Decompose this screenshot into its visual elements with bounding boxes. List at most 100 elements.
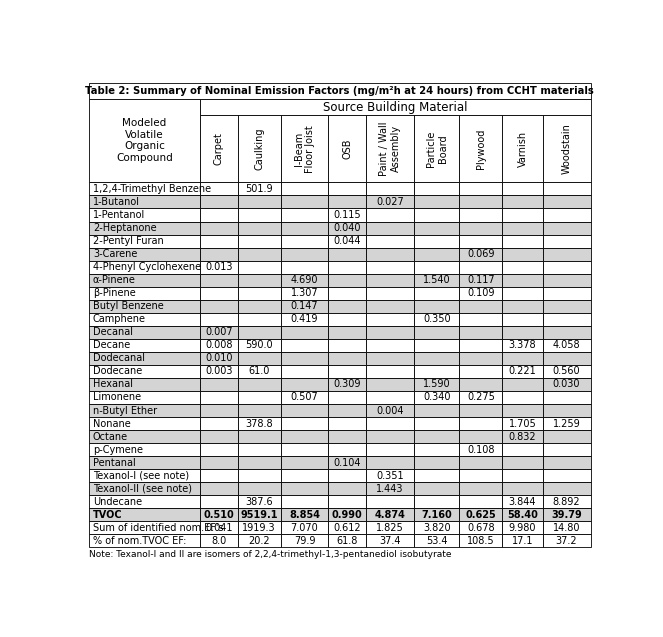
Text: 0.115: 0.115 [333, 210, 361, 220]
Bar [328, 469, 366, 482]
Bar [542, 182, 591, 196]
Bar [459, 404, 503, 417]
Text: Limonene: Limonene [93, 392, 141, 403]
Text: Table 2: Summary of Nominal Emission Factors (mg/m²h at 24 hours) from CCHT mate: Table 2: Summary of Nominal Emission Fac… [86, 86, 594, 96]
Text: Modeled
Volatile
Organic
Compound: Modeled Volatile Organic Compound [116, 118, 173, 163]
Bar [89, 378, 200, 391]
Bar [503, 234, 542, 248]
Bar [280, 508, 328, 521]
Text: Dodecane: Dodecane [93, 366, 142, 376]
Bar [414, 222, 459, 234]
Bar [459, 182, 503, 196]
Bar [89, 521, 200, 534]
Text: 8.854: 8.854 [289, 510, 320, 520]
Text: 1.540: 1.540 [423, 275, 451, 285]
Bar [414, 352, 459, 365]
Bar [459, 443, 503, 456]
Bar [542, 404, 591, 417]
Bar [328, 248, 366, 261]
Bar [89, 508, 200, 521]
Bar [459, 196, 503, 208]
Bar [280, 313, 328, 326]
Bar [328, 495, 366, 508]
Text: 1,2,4-Trimethyl Benzene: 1,2,4-Trimethyl Benzene [93, 184, 211, 194]
Bar [89, 365, 200, 378]
Bar [459, 339, 503, 352]
Bar [366, 274, 414, 287]
Text: 0.109: 0.109 [467, 288, 495, 298]
Text: 58.40: 58.40 [507, 510, 538, 520]
Bar [280, 534, 328, 547]
Bar [200, 115, 238, 182]
Bar [200, 391, 238, 404]
Text: 0.340: 0.340 [423, 392, 451, 403]
Bar [238, 430, 280, 443]
Text: 1919.3: 1919.3 [243, 523, 276, 533]
Bar [238, 339, 280, 352]
Bar [238, 208, 280, 222]
Text: 8.0: 8.0 [211, 536, 227, 546]
Bar [280, 208, 328, 222]
Bar [366, 365, 414, 378]
Text: p-Cymene: p-Cymene [93, 445, 143, 455]
Text: 9.980: 9.980 [509, 523, 536, 533]
Bar [366, 208, 414, 222]
Bar [200, 287, 238, 300]
Bar [89, 99, 200, 182]
Bar [89, 83, 591, 99]
Bar [328, 417, 366, 430]
Text: 0.104: 0.104 [333, 457, 361, 468]
Bar [542, 261, 591, 274]
Bar [414, 443, 459, 456]
Bar [366, 534, 414, 547]
Bar [459, 456, 503, 469]
Text: Paint / Wall
Assembly: Paint / Wall Assembly [379, 122, 401, 176]
Bar [366, 430, 414, 443]
Bar [89, 469, 200, 482]
Text: 53.4: 53.4 [426, 536, 448, 546]
Bar [459, 274, 503, 287]
Bar [459, 352, 503, 365]
Text: 0.510: 0.510 [204, 510, 234, 520]
Bar [238, 378, 280, 391]
Text: 108.5: 108.5 [467, 536, 495, 546]
Bar [280, 300, 328, 313]
Bar [238, 365, 280, 378]
Bar [238, 482, 280, 495]
Bar [459, 326, 503, 339]
Text: 0.003: 0.003 [205, 366, 233, 376]
Bar [89, 456, 200, 469]
Bar [366, 378, 414, 391]
Text: 37.4: 37.4 [379, 536, 401, 546]
Text: 0.625: 0.625 [465, 510, 497, 520]
Bar [200, 456, 238, 469]
Bar [200, 208, 238, 222]
Bar [328, 339, 366, 352]
Bar [414, 391, 459, 404]
Bar [328, 430, 366, 443]
Bar [542, 534, 591, 547]
Bar [414, 508, 459, 521]
Text: Carpet: Carpet [214, 132, 224, 166]
Bar [366, 495, 414, 508]
Bar [459, 508, 503, 521]
Bar [328, 352, 366, 365]
Bar [503, 339, 542, 352]
Bar [238, 352, 280, 365]
Bar [366, 313, 414, 326]
Bar [503, 313, 542, 326]
Text: 0.007: 0.007 [205, 327, 233, 338]
Bar [238, 248, 280, 261]
Bar [459, 365, 503, 378]
Bar [238, 274, 280, 287]
Bar [503, 352, 542, 365]
Bar [459, 534, 503, 547]
Text: β-Pinene: β-Pinene [93, 288, 136, 298]
Bar [280, 378, 328, 391]
Bar [280, 469, 328, 482]
Bar [542, 208, 591, 222]
Bar [89, 482, 200, 495]
Bar [200, 378, 238, 391]
Bar [200, 300, 238, 313]
Text: 1-Butanol: 1-Butanol [93, 197, 140, 207]
